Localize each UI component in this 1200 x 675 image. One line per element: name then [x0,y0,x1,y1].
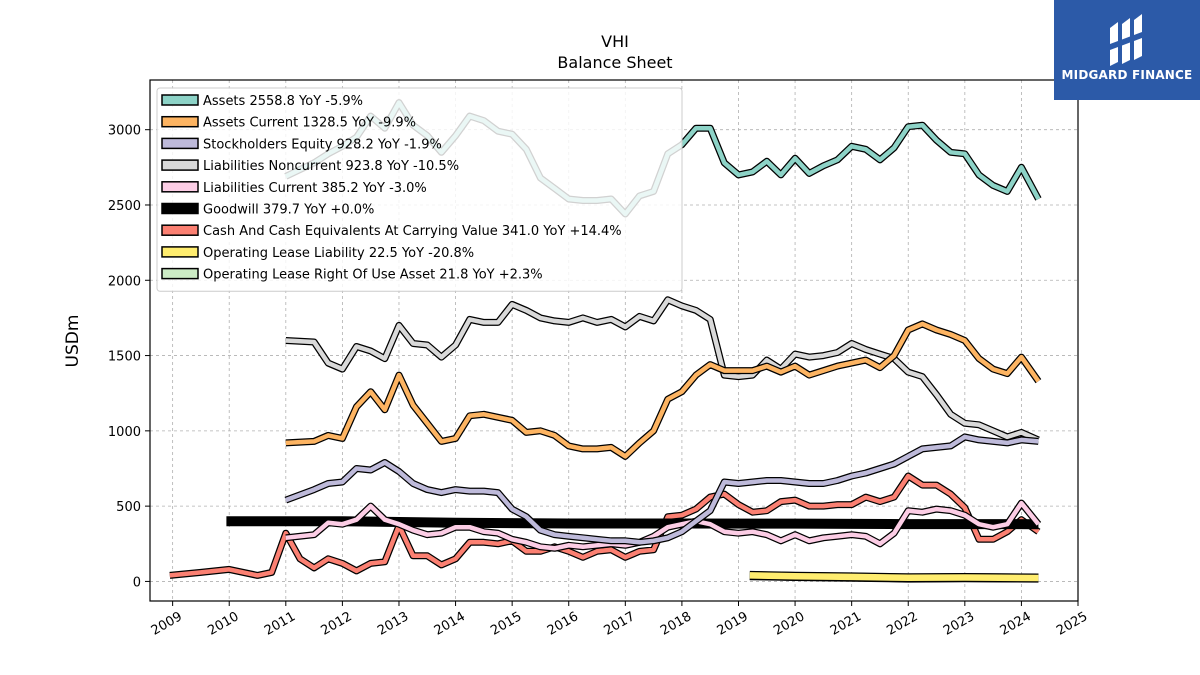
y-tick-label: 3000 [108,124,141,139]
chart-subtitle: Balance Sheet [557,53,672,72]
brand-badge: MIDGARD FINANCE [1054,0,1200,100]
brand-name: MIDGARD FINANCE [1061,68,1193,82]
y-tick-label: 0 [133,575,141,590]
x-tick-label: 2015 [488,609,524,639]
chart-title: VHI [601,32,629,51]
midgard-logo-icon [1110,14,1142,66]
x-tick-label: 2010 [205,609,241,639]
x-tick-label: 2022 [884,609,920,639]
series-operating-lease-liability-line [749,572,1039,582]
legend-swatch [161,159,199,171]
x-tick-label: 2018 [658,609,694,639]
legend: Assets 2558.8 YoY -5.9% Assets Current 13… [156,87,683,292]
series-liabilities-current-line [285,500,1041,551]
legend-box [156,87,683,292]
series-cash-and-cash-equivalents-at-carrying-value-line [169,473,1040,578]
y-tick-label: 500 [116,500,141,515]
x-tick-label: 2012 [319,609,355,639]
legend-entry: Liabilities Current 385.2 YoY -3.0% [203,181,427,196]
x-tick-label: 2025 [1054,609,1090,639]
y-tick-label: 2500 [108,199,141,214]
x-tick-label: 2016 [545,609,581,639]
series-layer [169,99,1042,583]
x-tick-label: 2011 [262,609,298,639]
x-tick-label: 2024 [998,609,1034,639]
y-tick-label: 2000 [108,274,141,289]
series-stockholders-equity-line [285,434,1039,545]
legend-entry: Operating Lease Liability 22.5 YoY -20.8… [203,246,474,261]
legend-swatch [161,115,199,128]
x-tick-label: 2009 [149,609,185,639]
legend-entry: Assets Current 1328.5 YoY -9.9% [203,116,416,131]
x-tick-label: 2019 [715,609,751,639]
series-goodwill-outline [226,516,1039,530]
y-axis-label: USDm [63,315,83,368]
x-tick-label: 2021 [828,609,864,639]
legend-entry: Liabilities Noncurrent 923.8 YoY -10.5% [203,159,459,174]
x-tick-label: 2023 [941,609,977,639]
series-assets-current-line [285,321,1041,459]
x-tick-label: 2020 [771,609,807,639]
legend-swatch [161,224,199,236]
legend-swatch [161,202,199,215]
x-tick-label: 2013 [375,609,411,639]
legend-swatch [161,94,199,106]
x-tick-label: 2014 [432,609,468,639]
legend-entry: Goodwill 379.7 YoY +0.0% [203,203,374,218]
y-tick-label: 1500 [108,350,141,365]
legend-swatch [161,246,199,258]
legend-swatch [161,267,199,280]
legend-swatch [161,181,199,193]
x-tick-label: 2017 [601,609,637,639]
legend-swatch [161,137,199,150]
legend-entry: Cash And Cash Equivalents At Carrying Va… [203,224,622,239]
legend-entry: Assets 2558.8 YoY -5.9% [203,94,363,109]
series-liabilities-noncurrent-line [285,297,1040,442]
plot-frame [149,79,1079,602]
y-tick-label: 1000 [108,425,141,440]
legend-entry: Operating Lease Right Of Use Asset 21.8 … [203,268,543,283]
legend-entry: Stockholders Equity 928.2 YoY -1.9% [203,137,442,152]
